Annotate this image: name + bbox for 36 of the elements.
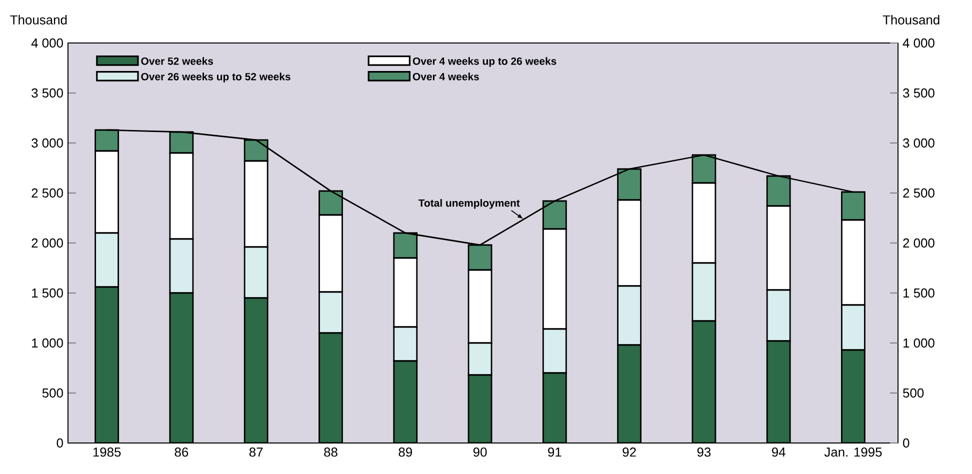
x-tick-label: 89 (398, 448, 412, 457)
legend-label: Over 26 weeks up to 52 weeks (141, 72, 290, 82)
y-tick-label: 0 (56, 438, 63, 448)
x-tick-label: 87 (249, 448, 263, 457)
series-label: Total unemployment (418, 199, 520, 209)
y-tick-label: 1 500 (32, 288, 63, 298)
x-tick-label: 1985 (93, 448, 121, 457)
legend-label: Over 4 weeks (412, 72, 479, 80)
x-tick-label: 88 (324, 448, 338, 457)
y2-tick-label: 2 500 (903, 188, 934, 198)
y2-tick-label: 3 500 (903, 88, 934, 98)
y2-tick-label: 1 500 (904, 288, 934, 298)
x-tick-label: 90 (473, 448, 487, 457)
y-tick-label: 3 500 (32, 88, 63, 98)
y-axis-title: Thousand (10, 14, 67, 24)
y-tick-label: 3 000 (32, 138, 63, 148)
y2-tick-label: 4 000 (902, 38, 934, 48)
legend-label: Over 4 weeks up to 26 weeks (412, 57, 556, 67)
legend-label: Over 52 weeks (141, 57, 214, 65)
y2-tick-label: 1 000 (904, 338, 934, 348)
y-tick-label: 1 000 (32, 338, 63, 348)
y2-tick-label: 500 (903, 388, 924, 398)
y-tick-label: 2 000 (32, 238, 63, 248)
x-tick-label: Jan. 1995 (824, 448, 882, 457)
x-tick-label: 86 (174, 448, 188, 457)
y-tick-label: 2 500 (32, 188, 63, 198)
x-tick-label: 92 (622, 448, 636, 457)
x-tick-label: 94 (772, 448, 786, 457)
y-tick-label: 500 (42, 388, 63, 398)
y2-axis-title: Thousand (882, 14, 940, 24)
y2-tick-label: 3 000 (903, 138, 934, 148)
x-tick-label: 91 (548, 448, 562, 457)
y-tick-label: 4 000 (31, 38, 63, 48)
y2-tick-label: 2 000 (903, 238, 934, 248)
y2-tick-label: 0 (903, 438, 910, 448)
x-tick-label: 93 (697, 448, 711, 457)
